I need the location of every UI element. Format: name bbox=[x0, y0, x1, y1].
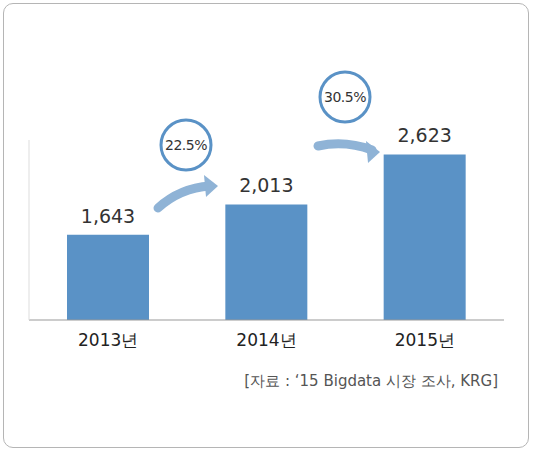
svg-text:30.5%: 30.5% bbox=[324, 89, 366, 105]
svg-text:2014년: 2014년 bbox=[236, 330, 296, 350]
svg-text:2,013: 2,013 bbox=[239, 174, 293, 196]
svg-text:2,623: 2,623 bbox=[397, 124, 451, 146]
svg-text:2015년: 2015년 bbox=[395, 330, 455, 350]
svg-text:1,643: 1,643 bbox=[81, 205, 135, 227]
html-text:[자료 : ‘15 Bigdata 시장 조사, KRG]: [자료 : ‘15 Bigdata 시장 조사, KRG] bbox=[244, 372, 498, 390]
svg-text:2013년: 2013년 bbox=[78, 330, 138, 350]
svg-text:22.5%: 22.5% bbox=[165, 137, 207, 153]
